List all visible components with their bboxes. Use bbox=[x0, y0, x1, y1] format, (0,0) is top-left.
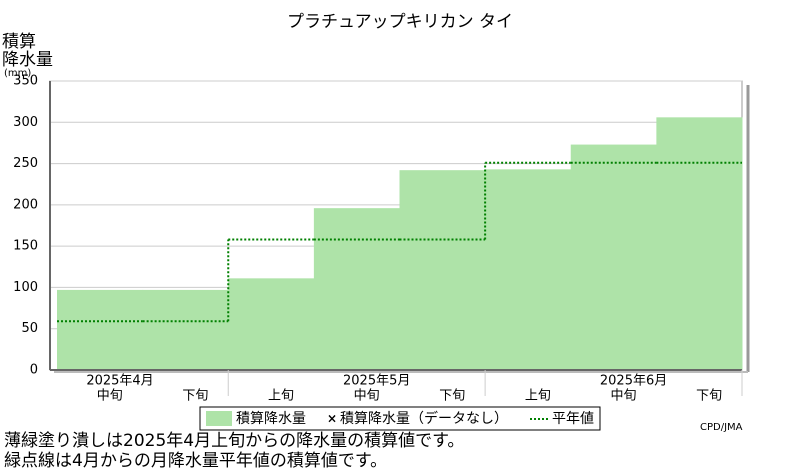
x-tick-label: 中旬 bbox=[354, 389, 380, 404]
x-tick-label: 下旬 bbox=[182, 389, 208, 404]
area-step bbox=[656, 117, 743, 371]
month-label: 2025年6月 bbox=[600, 374, 667, 389]
x-tick-label: 下旬 bbox=[696, 389, 722, 404]
legend-box bbox=[199, 406, 601, 431]
y-axis-label: (mm) bbox=[4, 68, 31, 79]
y-tick-label: 0 bbox=[30, 363, 38, 378]
x-tick-label: 中旬 bbox=[97, 389, 123, 404]
chart-title: プラチュアップキリカン タイ bbox=[287, 12, 513, 32]
area-step bbox=[485, 169, 572, 370]
x-tick-label: 上旬 bbox=[525, 389, 551, 404]
area-step bbox=[57, 289, 144, 370]
area-step bbox=[228, 278, 315, 370]
note: 薄緑塗り潰しは2025年4月上旬からの降水量の積算値です。 bbox=[4, 430, 464, 451]
legend-label: 平年値 bbox=[552, 411, 594, 427]
area-step bbox=[399, 170, 486, 370]
x-tick-label: 下旬 bbox=[439, 389, 465, 404]
y-tick-label: 50 bbox=[21, 321, 38, 336]
month-label: 2025年5月 bbox=[343, 374, 410, 389]
legend-label: 積算降水量 bbox=[236, 411, 306, 427]
area-step bbox=[570, 144, 657, 370]
y-tick-label: 250 bbox=[13, 156, 38, 171]
y-tick-label: 350 bbox=[13, 74, 38, 89]
y-tick-label: 200 bbox=[13, 197, 38, 212]
x-tick-label: 上旬 bbox=[268, 389, 294, 404]
y-axis-label: 降水量 bbox=[2, 50, 53, 70]
note: 緑点線は4月からの月降水量平年値の積算値です。 bbox=[4, 451, 387, 470]
legend-marker: × bbox=[327, 412, 337, 426]
y-tick-label: 300 bbox=[13, 115, 38, 130]
area-step bbox=[313, 208, 400, 370]
y-axis-label: 積算 bbox=[2, 32, 36, 52]
y-tick-label: 100 bbox=[13, 280, 38, 295]
month-label: 2025年4月 bbox=[86, 374, 153, 389]
x-tick-label: 中旬 bbox=[611, 389, 637, 404]
y-tick-label: 150 bbox=[13, 239, 38, 254]
legend-label: 積算降水量（データなし） bbox=[340, 410, 508, 427]
credit: CPD/JMA bbox=[700, 422, 743, 433]
legend-swatch bbox=[206, 411, 232, 426]
area-step bbox=[142, 289, 229, 370]
